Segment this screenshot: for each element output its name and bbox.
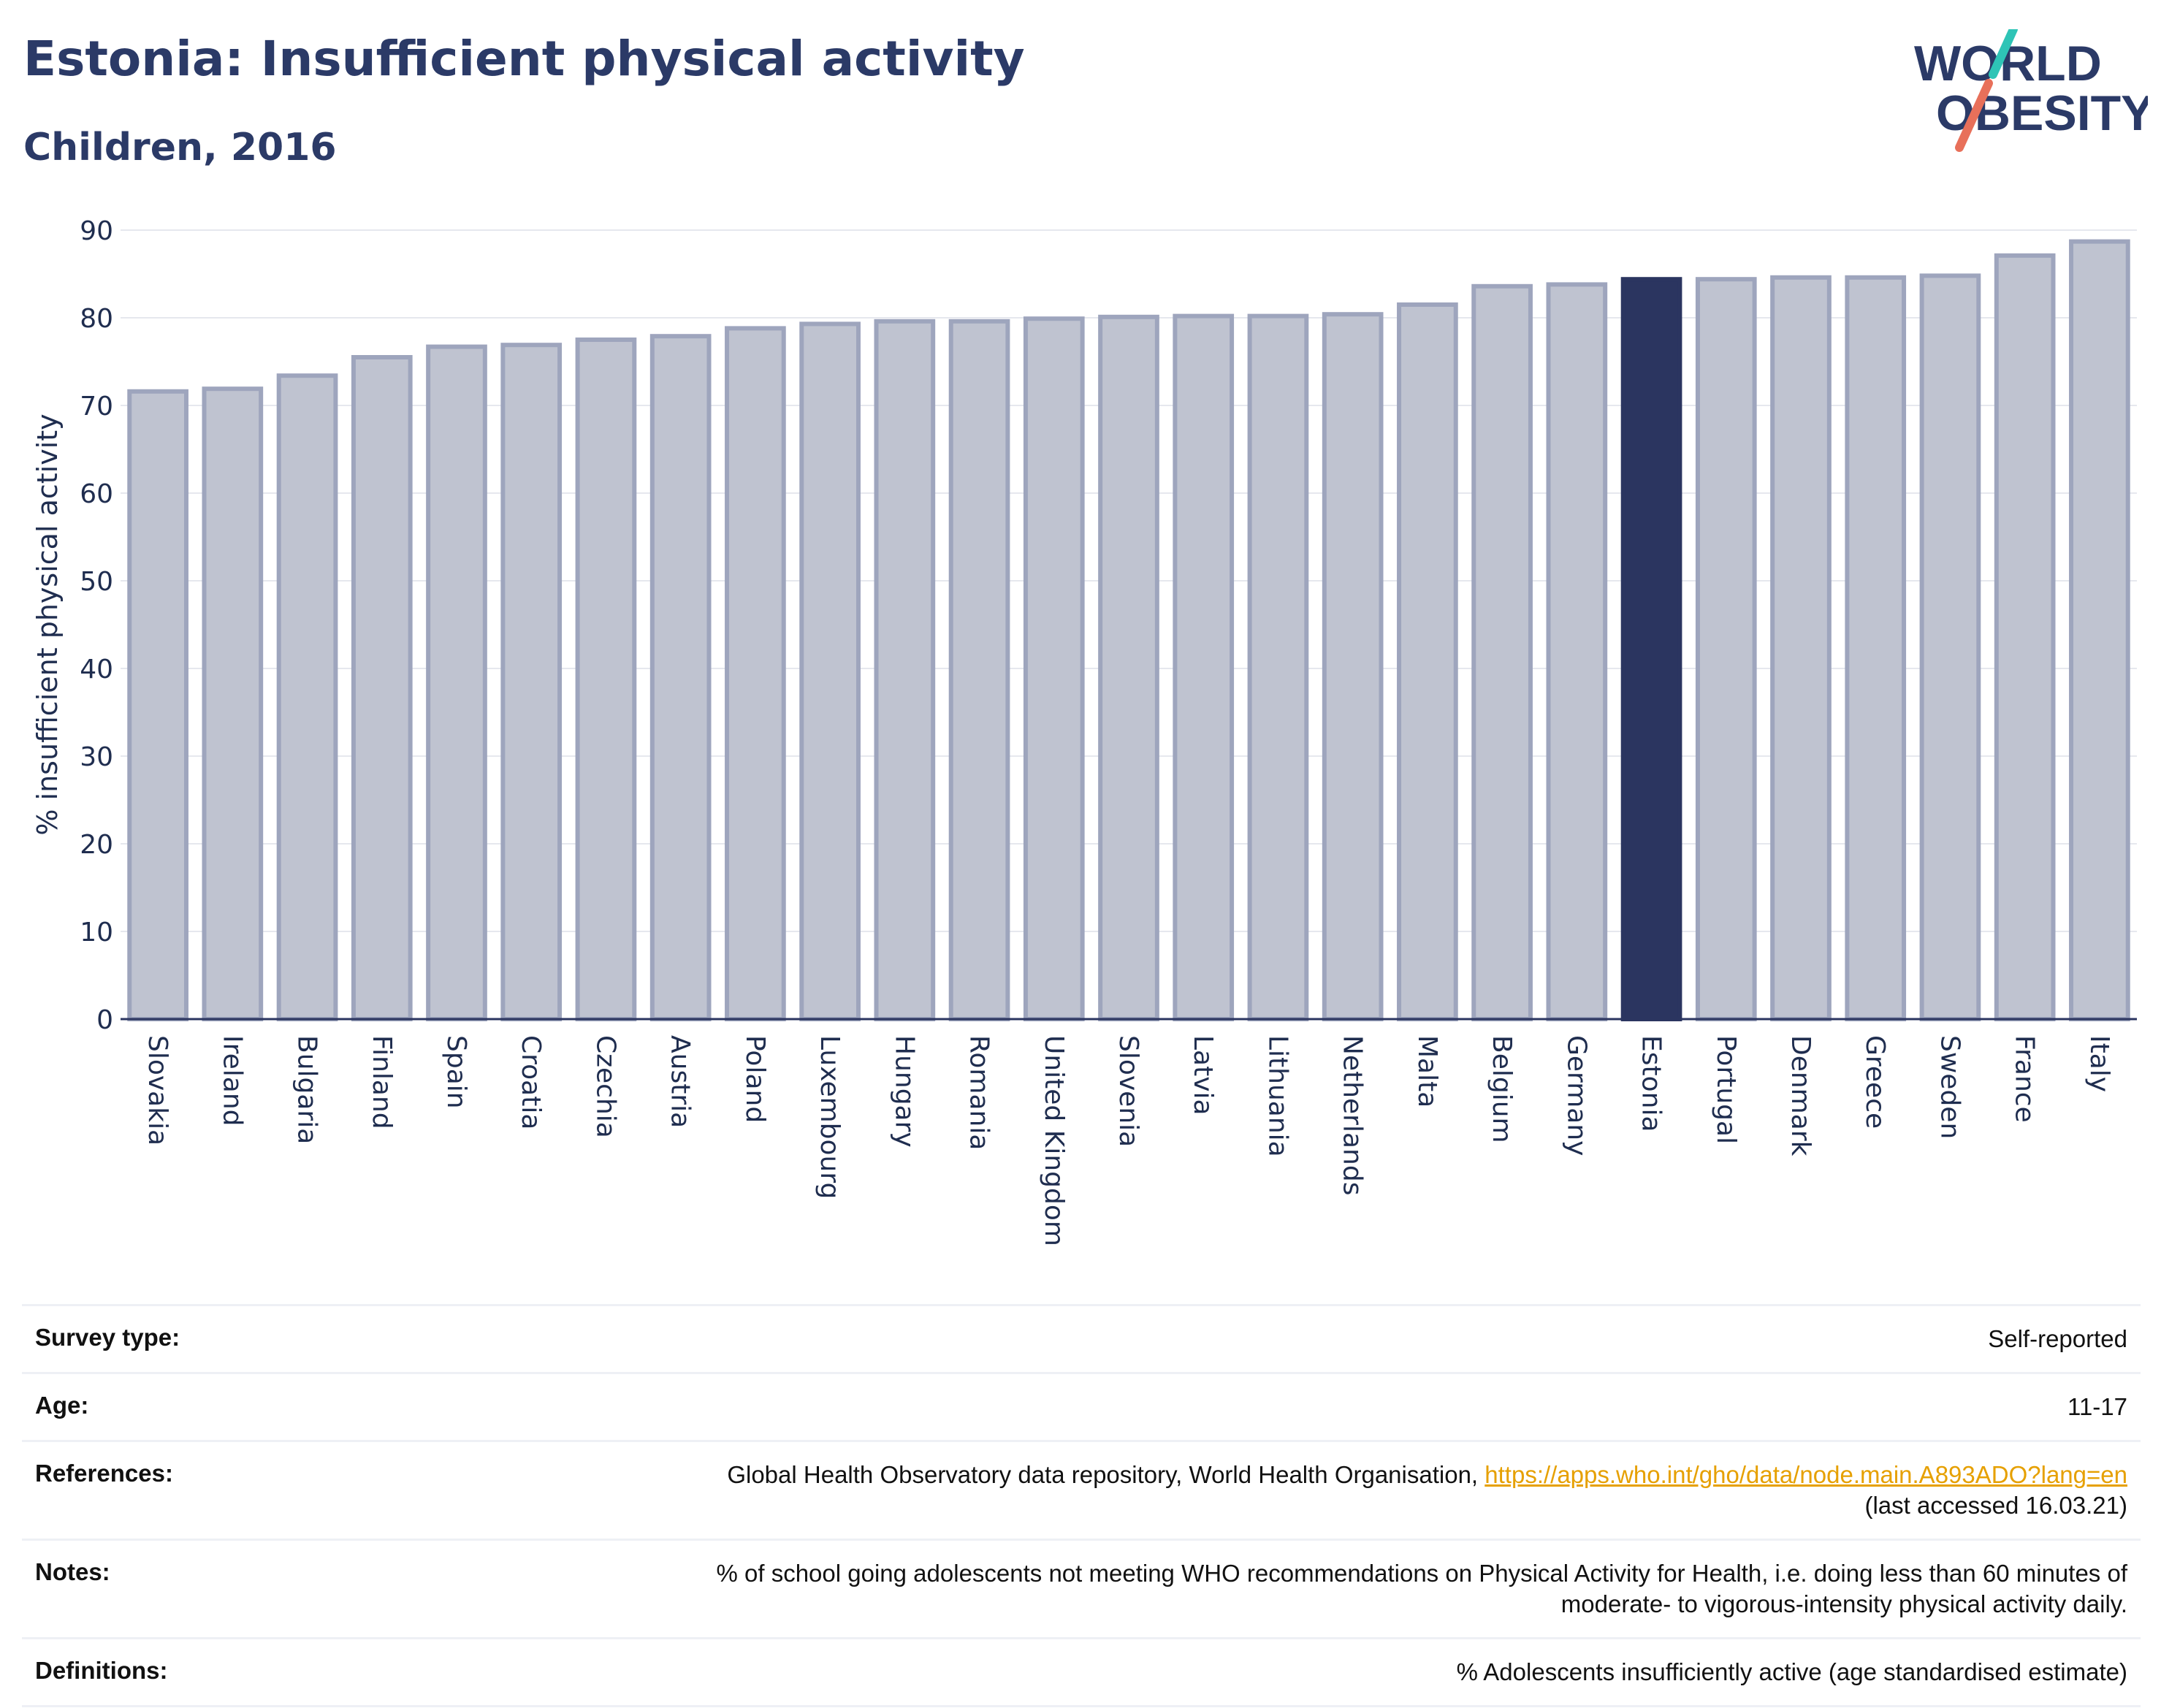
- y-tick-label: 50: [80, 567, 113, 597]
- x-tick-label: Slovenia: [1113, 1035, 1143, 1147]
- x-tick-label: United Kingdom: [1039, 1035, 1069, 1246]
- age-value: 11-17: [2067, 1393, 2127, 1420]
- logo-slash-top: [1989, 29, 2018, 79]
- metadata-table: Survey type: Self-reported Age: 11-17 Re…: [22, 1304, 2141, 1707]
- meta-row-definitions: Definitions: % Adolescents insufficientl…: [22, 1637, 2141, 1707]
- x-tick-label: Italy: [2084, 1035, 2114, 1092]
- bar-united-kingdom: [1023, 316, 1085, 1021]
- bar-italy: [2069, 239, 2130, 1022]
- x-tick-label: Denmark: [1785, 1035, 1815, 1156]
- y-tick-labels: 0 10 20 30 40 50 60 70 80 90: [80, 216, 113, 1035]
- references-link[interactable]: https://apps.who.int/gho/data/node.main.…: [1485, 1461, 2127, 1488]
- y-tick-label: 90: [80, 216, 113, 246]
- survey-type-value: Self-reported: [1988, 1325, 2127, 1352]
- references-accessed: (last accessed 16.03.21): [1864, 1492, 2127, 1519]
- x-tick-label: Luxembourg: [815, 1035, 845, 1199]
- bar-czechia: [575, 338, 637, 1021]
- y-tick-label: 40: [80, 655, 113, 685]
- bar-france: [1994, 253, 2056, 1021]
- x-tick-label: Netherlands: [1338, 1035, 1368, 1195]
- bar-highlight-estonia: [1620, 277, 1682, 1021]
- bar-romania: [948, 319, 1010, 1021]
- y-tick-label: 70: [80, 392, 113, 422]
- references-text: Global Health Observatory data repositor…: [727, 1461, 1485, 1488]
- x-tick-label: Czechia: [590, 1035, 620, 1138]
- definitions-label: Definitions:: [35, 1657, 168, 1684]
- bar-sweden: [1919, 273, 1981, 1021]
- bar-austria: [649, 334, 712, 1021]
- bar-malta: [1397, 302, 1458, 1021]
- x-tick-labels: Slovakia Ireland Bulgaria Finland Spain Croat…: [142, 1035, 2114, 1246]
- meta-row-survey-type: Survey type: Self-reported: [22, 1304, 2141, 1372]
- bar-belgium: [1471, 283, 1533, 1021]
- bar-finland: [351, 355, 413, 1021]
- chart-title: Estonia: Insufficient physical activity: [23, 31, 1025, 87]
- x-tick-label: Lithuania: [1262, 1035, 1292, 1157]
- bar-bulgaria: [276, 373, 338, 1021]
- x-tick-label: Slovakia: [142, 1035, 172, 1145]
- x-tick-label: Spain: [441, 1035, 471, 1109]
- world-obesity-logo: WORLD OBESITY: [1914, 29, 2148, 152]
- age-label: Age:: [35, 1392, 89, 1419]
- bar-luxembourg: [799, 321, 861, 1021]
- y-tick-label: 20: [80, 830, 113, 860]
- x-tick-label: Bulgaria: [292, 1035, 322, 1144]
- bar-poland: [725, 326, 786, 1021]
- x-tick-label: Croatia: [516, 1035, 546, 1129]
- x-tick-label: Sweden: [1935, 1035, 1964, 1139]
- y-tick-label: 30: [80, 742, 113, 772]
- x-tick-label: Poland: [740, 1035, 770, 1123]
- meta-row-notes: Notes: % of school going adolescents not…: [22, 1539, 2141, 1637]
- bar-denmark: [1770, 275, 1832, 1021]
- bars: [127, 239, 2130, 1022]
- meta-row-age: Age: 11-17: [22, 1372, 2141, 1440]
- y-tick-label: 80: [80, 304, 113, 334]
- x-tick-label: Austria: [666, 1035, 695, 1128]
- x-tick-label: Malta: [1412, 1035, 1442, 1107]
- bar-spain: [426, 344, 487, 1022]
- bar-hungary: [874, 319, 936, 1021]
- x-tick-label: Germany: [1561, 1035, 1591, 1156]
- chart-subtitle: Children, 2016: [23, 126, 337, 169]
- x-tick-label: Portugal: [1711, 1035, 1741, 1144]
- bar-slovenia: [1098, 314, 1159, 1021]
- x-tick-label: Finland: [367, 1035, 397, 1129]
- notes-label: Notes:: [35, 1558, 110, 1585]
- logo-slash-bottom: [1955, 79, 1993, 152]
- bar-netherlands: [1322, 312, 1384, 1021]
- x-tick-label: Hungary: [889, 1035, 919, 1148]
- notes-line-2: moderate- to vigorous-intensity physical…: [1560, 1590, 2127, 1617]
- survey-type-label: Survey type:: [35, 1324, 180, 1351]
- x-tick-label: Romania: [964, 1035, 994, 1150]
- y-axis-label: % insufficient physical activity: [31, 413, 64, 835]
- x-tick-label: Latvia: [1188, 1035, 1218, 1116]
- definitions-value: % Adolescents insufficiently active (age…: [1456, 1658, 2127, 1685]
- references-label: References:: [35, 1460, 173, 1487]
- x-tick-label: France: [2010, 1035, 2040, 1123]
- bar-croatia: [500, 343, 563, 1021]
- bar-portugal: [1695, 277, 1757, 1021]
- bar-ireland: [202, 386, 264, 1021]
- bar-slovakia: [127, 389, 188, 1021]
- y-tick-label: 0: [96, 1005, 113, 1035]
- x-tick-label: Estonia: [1636, 1035, 1666, 1132]
- y-tick-label: 60: [80, 479, 113, 509]
- bar-chart: 0 10 20 30 40 50 60 70 80 90 Slovakia Ireland Bulga…: [31, 216, 2137, 1246]
- x-tick-label: Greece: [1860, 1035, 1890, 1129]
- bar-greece: [1845, 275, 1907, 1021]
- bar-lithuania: [1247, 313, 1309, 1022]
- y-tick-label: 10: [80, 918, 113, 948]
- x-tick-label: Belgium: [1487, 1035, 1517, 1143]
- bar-latvia: [1173, 313, 1235, 1022]
- x-tick-label: Ireland: [217, 1035, 247, 1126]
- bar-germany: [1546, 282, 1608, 1021]
- meta-row-references: References: Global Health Observatory da…: [22, 1440, 2141, 1539]
- notes-line-1: % of school going adolescents not meetin…: [716, 1560, 2128, 1587]
